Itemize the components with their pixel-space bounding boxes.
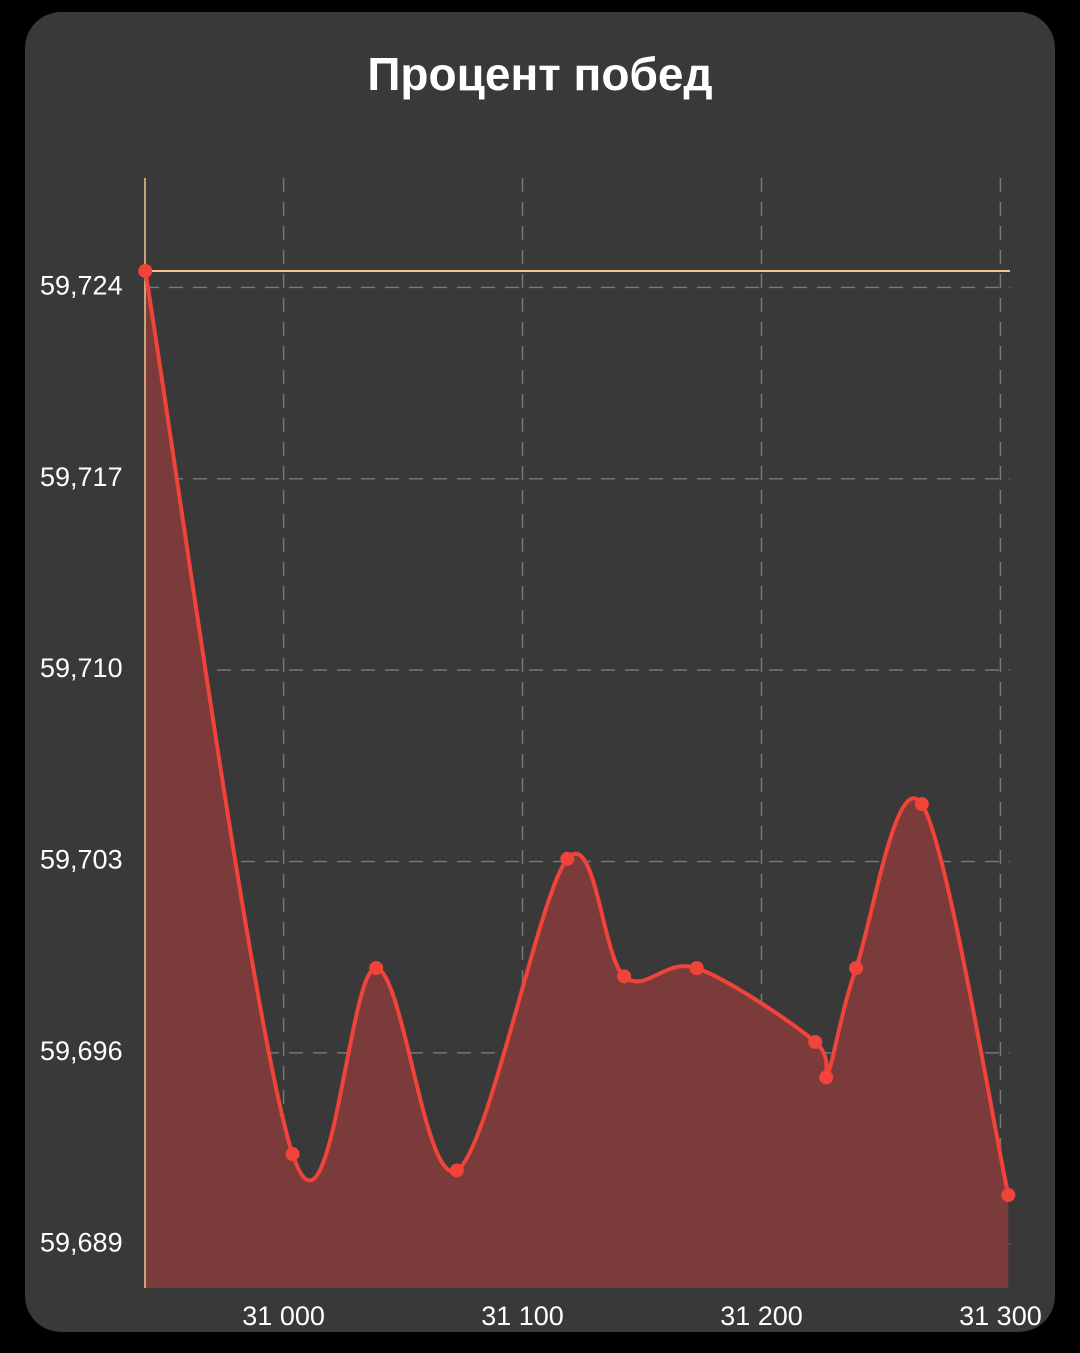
- line: [143, 270, 1011, 1196]
- x-tick-label: 31 300: [959, 1301, 1042, 1331]
- point: [449, 1163, 464, 1178]
- y-tick-label: 59,724: [40, 270, 123, 300]
- point: [369, 961, 384, 976]
- area: [145, 270, 1009, 1288]
- point: [689, 961, 704, 976]
- point: [819, 1070, 834, 1085]
- card: [25, 12, 1055, 1332]
- point: [617, 969, 632, 984]
- x-tick-label: 31 000: [242, 1301, 325, 1331]
- y-tick-label: 59,717: [40, 462, 123, 492]
- x-tick-label: 31 100: [481, 1301, 564, 1331]
- point: [849, 961, 864, 976]
- point: [914, 797, 929, 812]
- point: [1001, 1188, 1016, 1203]
- y-tick-label: 59,689: [40, 1227, 123, 1257]
- point: [285, 1147, 300, 1162]
- x-tick-label: 31 200: [720, 1301, 803, 1331]
- y-tick-label: 59,703: [40, 845, 123, 875]
- point: [138, 263, 153, 278]
- chart-title: Процент побед: [367, 48, 712, 100]
- y-tick-label: 59,696: [40, 1036, 123, 1066]
- point: [808, 1034, 823, 1049]
- point: [560, 851, 575, 866]
- y-tick-label: 59,710: [40, 653, 123, 683]
